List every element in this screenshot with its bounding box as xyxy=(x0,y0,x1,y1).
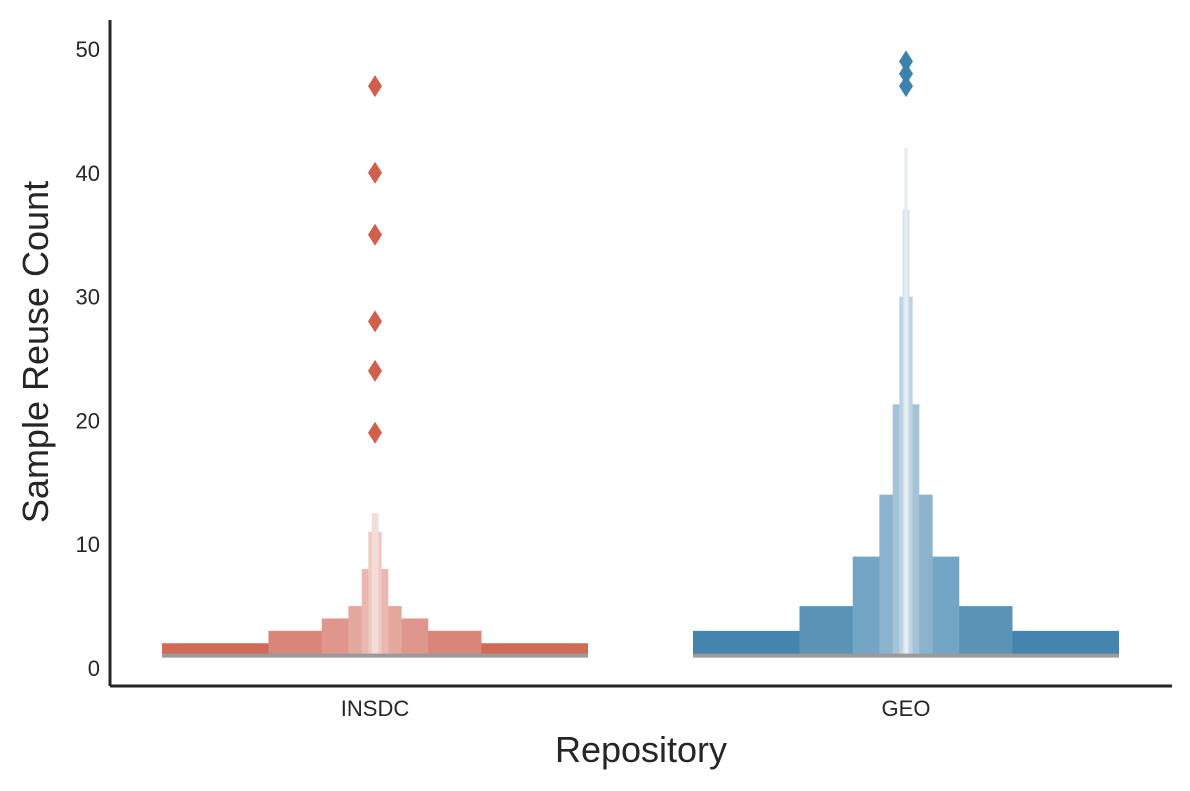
y-ticks: 0 10 20 30 40 50 xyxy=(76,37,100,681)
y-tick-label-50: 50 xyxy=(76,37,100,62)
outlier-point-insdc-4 xyxy=(368,223,382,246)
boxen-box-geo-8 xyxy=(904,148,908,656)
boxen-box-insdc-7 xyxy=(371,513,379,656)
y-axis-title: Sample Reuse Count xyxy=(15,181,56,523)
plot-area xyxy=(162,50,1119,658)
axes xyxy=(108,20,1172,688)
y-tick-label-40: 40 xyxy=(76,161,100,186)
x-ticks: INSDC GEO xyxy=(341,696,931,721)
y-tick-label-30: 30 xyxy=(76,285,100,310)
y-tick-label-0: 0 xyxy=(88,656,100,681)
outlier-point-insdc-2 xyxy=(368,359,382,382)
x-tick-label-geo: GEO xyxy=(882,696,931,721)
boxen-group-insdc xyxy=(162,75,588,658)
outlier-point-insdc-5 xyxy=(368,161,382,184)
outlier-point-geo-3 xyxy=(899,50,913,73)
x-tick-label-insdc: INSDC xyxy=(341,696,410,721)
outlier-point-geo-1 xyxy=(899,75,913,98)
y-tick-label-20: 20 xyxy=(76,408,100,433)
outlier-point-geo-2 xyxy=(899,62,913,85)
boxen-group-geo xyxy=(693,50,1119,658)
y-tick-label-10: 10 xyxy=(76,532,100,557)
outlier-point-insdc-3 xyxy=(368,310,382,333)
outlier-point-insdc-6 xyxy=(368,75,382,98)
x-axis-title: Repository xyxy=(555,729,727,770)
outlier-point-insdc-1 xyxy=(368,421,382,444)
